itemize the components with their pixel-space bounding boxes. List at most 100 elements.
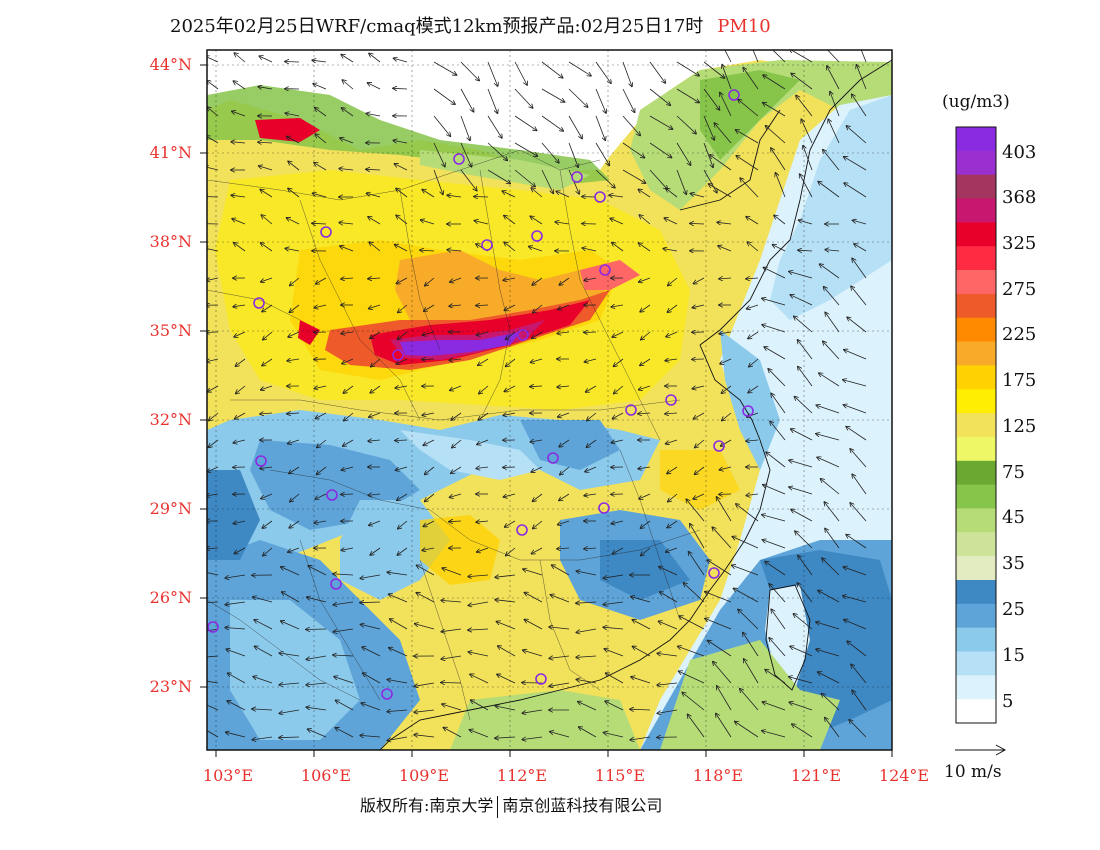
wind-arrow <box>312 223 327 224</box>
wind-arrow <box>549 627 570 629</box>
wind-arrow <box>259 56 273 63</box>
x-tick-label: 124°E <box>878 766 930 785</box>
wind-arrow <box>504 385 516 392</box>
wind-arrow <box>853 220 867 225</box>
wind-arrow <box>502 191 516 198</box>
colorbar-swatch <box>956 556 996 581</box>
wind-arrow <box>798 367 813 387</box>
y-tick-label: 44°N <box>149 55 192 74</box>
wind-arrow <box>447 195 462 197</box>
wind-arrow <box>595 61 611 83</box>
colorbar-swatch <box>956 293 996 319</box>
wind-arrow <box>708 641 732 657</box>
wind-arrow <box>397 547 408 555</box>
wind-arrow <box>396 466 408 470</box>
wind-arrow <box>443 728 462 738</box>
wind-arrow <box>667 304 678 312</box>
wind-arrow <box>541 142 559 163</box>
colorbar-swatch <box>956 174 996 199</box>
wind-arrow <box>847 641 867 657</box>
wind-arrow <box>746 217 759 225</box>
wind-arrow <box>720 358 732 364</box>
wind-arrow <box>225 601 246 605</box>
wind-arrow <box>822 694 840 711</box>
wind-arrow <box>773 245 786 252</box>
wind-arrow <box>736 130 759 144</box>
colorbar-label: 75 <box>1002 462 1025 483</box>
wind-arrow <box>795 397 813 414</box>
wind-arrow <box>207 359 219 362</box>
wind-arrow <box>369 412 381 417</box>
wind-arrow <box>342 80 354 90</box>
wind-arrow <box>721 439 732 446</box>
y-tick-label: 29°N <box>149 499 192 518</box>
wind-arrow <box>603 574 624 578</box>
coastlines <box>379 59 892 750</box>
wind-arrow <box>639 385 651 390</box>
colorbar-label: 25 <box>1002 599 1025 620</box>
wind-arrow <box>799 220 813 225</box>
wind-arrow <box>676 169 686 194</box>
wind-arrow <box>676 61 699 76</box>
wind-arrow <box>234 243 246 252</box>
wind-arrow <box>360 735 381 737</box>
wind-arrow <box>541 169 553 193</box>
wind-arrow <box>207 572 219 576</box>
wind-arrow <box>531 466 543 472</box>
wind-arrow <box>474 221 489 225</box>
wind-arrow <box>854 244 867 252</box>
wind-arrow <box>398 520 408 529</box>
wind-arrow <box>610 218 624 225</box>
wind-arrow <box>578 702 597 711</box>
wind-arrow <box>226 732 246 738</box>
wind-arrow <box>823 341 840 360</box>
wind-arrow <box>308 729 327 738</box>
wind-arrow <box>306 707 327 711</box>
colorbar-swatch <box>956 365 996 390</box>
wind-arrow <box>261 215 273 225</box>
wind-arrow <box>852 94 867 117</box>
wind-arrow <box>560 466 570 475</box>
wind-arrow <box>798 340 813 360</box>
wind-arrow <box>258 142 273 143</box>
wind-arrow <box>368 440 381 441</box>
wind-arrow <box>369 304 381 309</box>
wind-arrow <box>762 515 786 522</box>
wind-arrow <box>595 115 605 140</box>
wind-arrow <box>734 589 759 603</box>
city-marker <box>453 153 465 165</box>
wind-arrow <box>487 88 498 113</box>
wind-arrow <box>369 520 381 525</box>
wind-arrow <box>524 593 543 603</box>
wind-arrow <box>504 216 516 225</box>
wind-arrow <box>368 494 381 495</box>
wind-arrow <box>496 622 516 630</box>
wind-arrow <box>260 413 273 414</box>
wind-arrow <box>449 359 462 360</box>
wind-arrow <box>433 142 445 167</box>
wind-arrow <box>603 601 624 605</box>
colorbar-swatch <box>956 222 996 247</box>
wind-arrow <box>568 61 591 76</box>
wind-arrow <box>235 412 246 419</box>
wind-arrow <box>849 720 867 738</box>
wind-arrow <box>558 304 570 310</box>
colorbar-swatch <box>956 270 996 295</box>
colorbar-swatch <box>956 341 996 366</box>
wind-arrow <box>207 248 219 252</box>
wind-arrow <box>255 646 273 657</box>
wind-arrow <box>233 305 246 307</box>
wind-arrow <box>541 115 563 131</box>
wind-arrow <box>622 169 646 183</box>
wind-arrow <box>366 169 381 170</box>
wind-arrow <box>595 142 609 165</box>
wind-arrow <box>416 593 435 603</box>
wind-arrow <box>660 592 678 603</box>
wind-arrow <box>306 683 327 685</box>
wind-arrow <box>387 736 408 741</box>
wind-arrow <box>640 358 651 366</box>
wind-arrow <box>289 520 300 528</box>
wind-arrow <box>343 439 354 446</box>
wind-arrow <box>361 624 381 630</box>
wind-arrow <box>415 624 435 630</box>
